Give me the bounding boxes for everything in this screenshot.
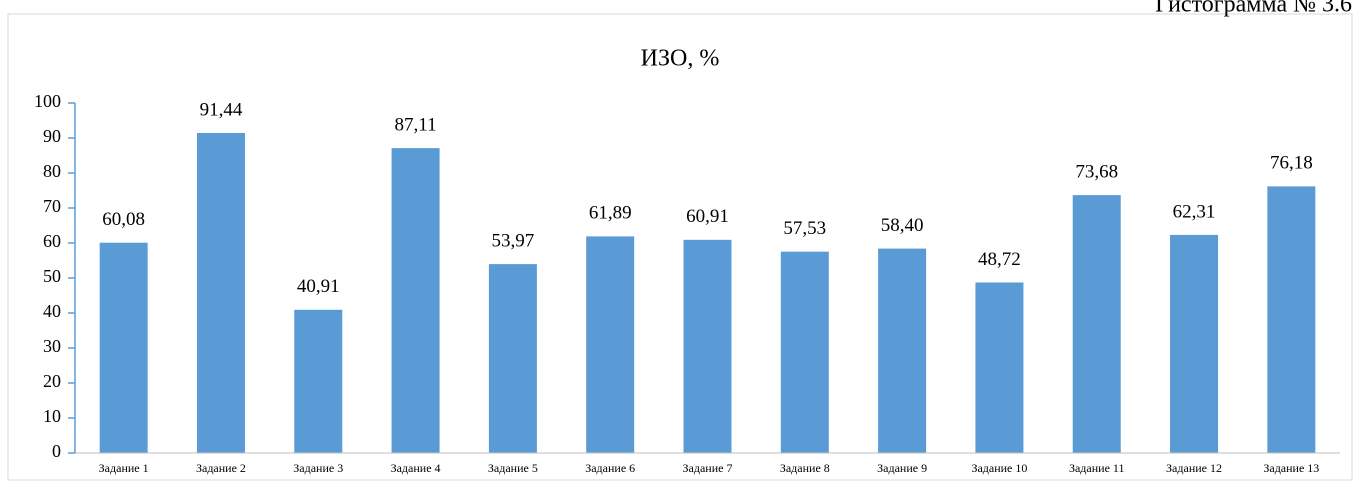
y-tick-label: 30: [43, 336, 61, 356]
value-label: 53,97: [492, 230, 535, 251]
x-tick-label: Задание 2: [196, 461, 246, 475]
value-label: 57,53: [783, 218, 826, 239]
x-tick-label: Задание 12: [1166, 461, 1222, 475]
value-label: 91,44: [200, 99, 243, 120]
y-tick-label: 80: [43, 161, 61, 181]
caption: Гистограмма № 3.6: [1155, 0, 1352, 18]
y-tick-label: 50: [43, 266, 61, 286]
x-tick-label: Задание 13: [1263, 461, 1319, 475]
y-tick-label: 70: [43, 196, 61, 216]
x-tick-label: Задание 9: [877, 461, 927, 475]
bar: [294, 309, 343, 453]
x-tick-label: Задание 8: [780, 461, 830, 475]
value-label: 58,40: [881, 215, 924, 236]
y-tick-label: 10: [43, 406, 61, 426]
value-label: 60,91: [686, 206, 729, 227]
x-tick-label: Задание 3: [293, 461, 343, 475]
x-tick-label: Задание 4: [391, 461, 441, 475]
value-label: 73,68: [1075, 161, 1118, 182]
bar: [391, 148, 440, 454]
bar: [488, 264, 537, 453]
value-label: 60,08: [102, 209, 145, 230]
value-label: 62,31: [1173, 201, 1216, 222]
y-tick-label: 20: [43, 371, 61, 391]
value-label: 40,91: [297, 276, 340, 297]
y-tick-label: 60: [43, 231, 61, 251]
x-tick-label: Задание 1: [99, 461, 149, 475]
x-tick-label: Задание 10: [971, 461, 1027, 475]
bar: [586, 236, 635, 453]
chart-title: ИЗО, %: [641, 46, 720, 72]
x-tick-label: Задание 7: [683, 461, 733, 475]
bar: [780, 251, 829, 453]
bar: [1267, 186, 1316, 453]
bar: [975, 282, 1024, 453]
x-tick-label: Задание 6: [585, 461, 635, 475]
bar: [99, 242, 148, 453]
bar: [1072, 195, 1121, 453]
y-tick-label: 90: [43, 126, 61, 146]
x-tick-label: Задание 5: [488, 461, 538, 475]
bar: [196, 132, 245, 453]
bar: [683, 239, 732, 453]
value-label: 76,18: [1270, 153, 1313, 174]
bar: [1170, 234, 1219, 453]
value-label: 48,72: [978, 249, 1021, 270]
bar: [878, 248, 927, 453]
y-tick-label: 100: [34, 91, 61, 111]
y-tick-label: 0: [52, 441, 61, 461]
value-label: 87,11: [395, 114, 437, 135]
value-label: 61,89: [589, 203, 632, 224]
y-tick-label: 40: [43, 301, 61, 321]
x-tick-label: Задание 11: [1069, 461, 1125, 475]
